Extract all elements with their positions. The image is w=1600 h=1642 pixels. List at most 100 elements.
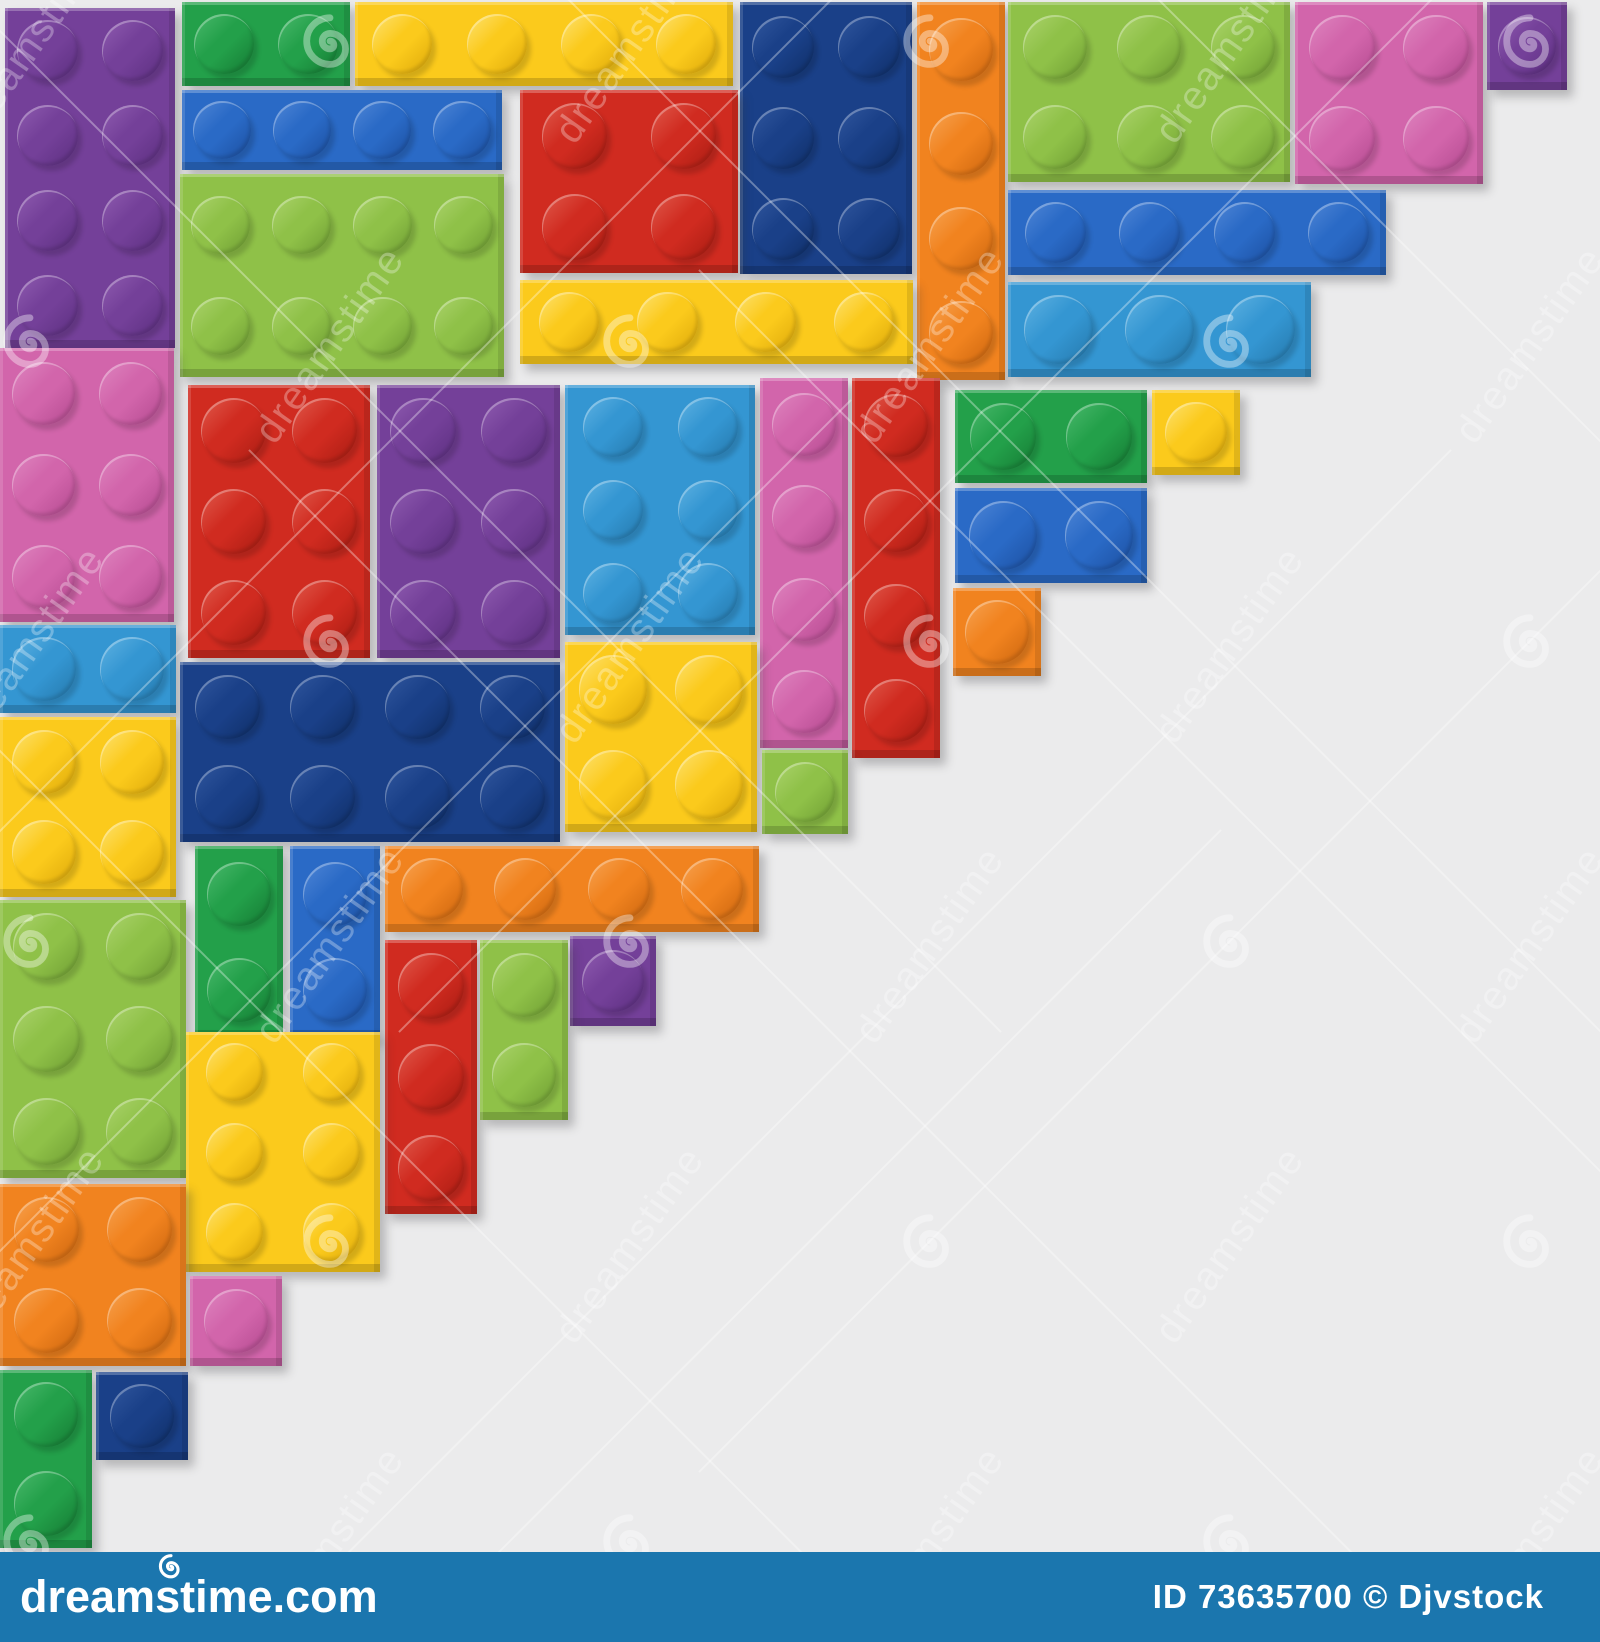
stud [735,291,796,353]
stud [434,297,493,356]
stud [385,674,450,740]
brick-red-1x3-vertical [385,940,477,1214]
brick-orange-1x4-vertical [917,2,1005,380]
stud [434,195,493,254]
stud [772,485,836,549]
brick-skyblue-2x3-mid [565,385,755,635]
stud [929,17,993,81]
stud [1309,105,1375,172]
brick-red-2x2-row2 [520,90,738,273]
stud [582,396,643,457]
stud [16,274,79,337]
stud [398,952,464,1019]
stud [12,730,76,794]
brick-red-2x3-mid [188,385,370,658]
stud [772,577,836,641]
stud [1309,14,1375,81]
stud [655,13,716,75]
stud [492,1043,556,1107]
stud [205,1203,264,1261]
stud [205,1123,264,1181]
stud [772,670,836,734]
stud [100,730,164,794]
stud [674,655,744,724]
stud [13,1005,80,1073]
stud [12,820,76,884]
stud [1403,14,1469,81]
stud [1024,201,1086,264]
stud [205,1043,264,1101]
stud [290,764,355,830]
stud [385,764,450,830]
stud [929,112,993,176]
stud [195,674,260,740]
stud [541,102,608,169]
brick-orange-4x1-mid [385,846,759,932]
stud [302,957,368,1023]
stud [191,297,250,356]
stud [541,194,608,261]
stud [12,545,75,608]
stud [372,13,433,75]
stud [1226,295,1295,364]
brick-orange-2x2-bottomleft [0,1184,186,1366]
stud [481,579,547,646]
brick-green-2x1-right [955,390,1147,483]
stud [16,19,79,82]
stud [291,397,358,464]
stud [13,912,80,980]
stud [1064,501,1134,570]
stud [100,637,164,701]
stud [291,579,358,646]
stud [650,102,717,169]
dreamstime-logo: dreamstime.com [20,1554,378,1623]
stud [1119,201,1181,264]
stud [203,1288,269,1354]
brick-lightgreen-3x2-topright [1008,2,1290,182]
stud [492,953,556,1017]
brick-lightgreen-1x1-mid [762,750,848,834]
stud [774,761,836,823]
stud [833,291,895,353]
stud [272,195,331,254]
stud [480,674,545,740]
brick-yellow-4x1-middle [520,280,913,364]
stud [481,488,547,555]
stud [969,403,1037,470]
brick-blue-4x1-right [1008,190,1386,275]
brick-orange-1x1-right [953,588,1041,676]
stud [1403,105,1469,172]
stud [864,393,928,458]
brick-lightgreen-4x2-left [180,174,504,377]
brick-pink-1x4-vertical [760,378,848,748]
brick-green-1x2-bottomleft [0,1370,92,1548]
stud [110,1384,174,1448]
stud [106,1196,173,1263]
brick-green-2x1-top [182,2,350,86]
stud [200,397,267,464]
stud [1210,14,1276,80]
stud [12,453,75,517]
stud [200,488,267,555]
stud [582,950,644,1012]
stud [101,274,164,337]
stud [1065,403,1133,470]
stud [13,1287,80,1354]
stud [582,563,643,624]
stud [398,1135,464,1202]
stud [13,1471,79,1536]
stud [494,858,557,920]
stud [677,396,738,457]
stud [1498,17,1556,75]
stud [1022,14,1088,80]
stud [681,858,744,920]
brick-blue-4x1-row2 [182,90,502,170]
stud [389,397,456,464]
stud [13,1382,79,1447]
stud [1213,201,1275,264]
stud [200,579,267,646]
brick-purple-1x1-mid [570,936,656,1026]
brick-yellow-1x1-right [1152,390,1240,475]
brick-pink-1x1-bottom [190,1276,282,1366]
